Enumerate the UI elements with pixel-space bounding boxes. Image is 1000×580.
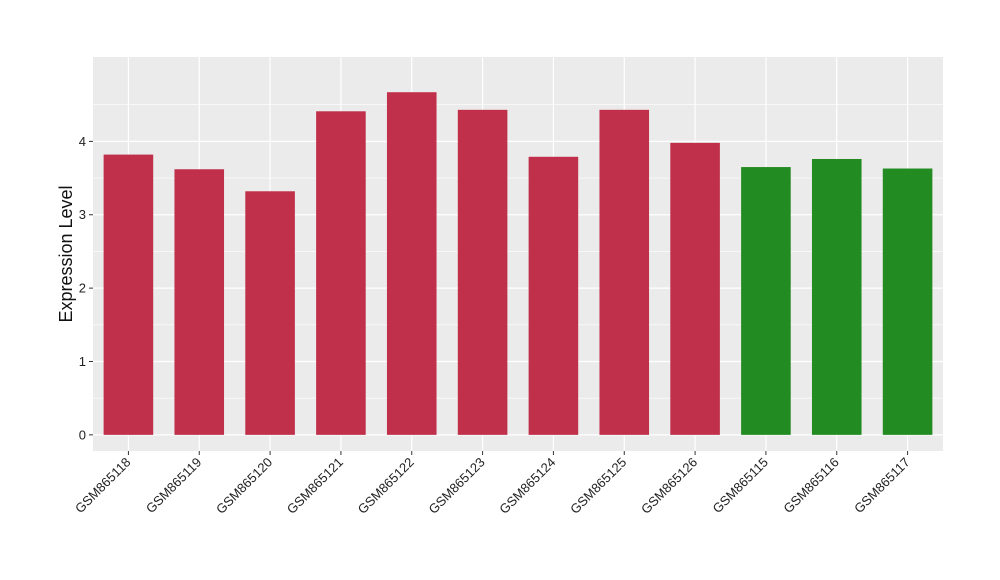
bar-GSM865119 bbox=[174, 169, 225, 435]
y-tick-label: 4 bbox=[79, 134, 86, 149]
x-tick-label: GSM865119 bbox=[143, 455, 205, 517]
bar-GSM865123 bbox=[457, 109, 508, 435]
x-tick-label: GSM865117 bbox=[851, 455, 913, 517]
x-tick-label: GSM865125 bbox=[567, 455, 629, 517]
y-tick-label: 3 bbox=[79, 207, 86, 222]
y-tick-label: 0 bbox=[79, 427, 86, 442]
bar-GSM865117 bbox=[882, 168, 933, 435]
y-tick-label: 1 bbox=[79, 354, 86, 369]
y-axis-title: Expression Level bbox=[56, 185, 76, 322]
bar-GSM865125 bbox=[599, 109, 650, 435]
bar-GSM865115 bbox=[741, 167, 791, 435]
bar-GSM865116 bbox=[811, 158, 862, 435]
bar-GSM865122 bbox=[386, 92, 437, 435]
bar-GSM865121 bbox=[316, 111, 366, 435]
x-tick-label: GSM865118 bbox=[72, 455, 134, 517]
x-tick-label: GSM865115 bbox=[709, 455, 771, 517]
plot-panel bbox=[93, 57, 943, 451]
x-tick-label: GSM865120 bbox=[213, 455, 275, 517]
bars bbox=[103, 92, 933, 435]
x-tick-label: GSM865124 bbox=[496, 455, 558, 517]
bar-GSM865118 bbox=[103, 154, 154, 435]
bar-GSM865126 bbox=[670, 142, 720, 435]
x-tick-label: GSM865126 bbox=[638, 455, 700, 517]
x-tick-label: GSM865116 bbox=[780, 455, 842, 517]
bar-GSM865124 bbox=[528, 156, 579, 435]
x-tick-label: GSM865121 bbox=[284, 455, 346, 517]
bar-GSM865120 bbox=[245, 191, 295, 435]
y-tick-label: 2 bbox=[79, 281, 86, 296]
x-tick-label: GSM865123 bbox=[425, 455, 487, 517]
x-tick-label: GSM865122 bbox=[355, 455, 417, 517]
y-axis: 0 1 2 3 4 bbox=[79, 134, 93, 442]
x-axis: GSM865118 GSM865119 GSM865120 GSM865121 GSM8… bbox=[72, 451, 913, 517]
